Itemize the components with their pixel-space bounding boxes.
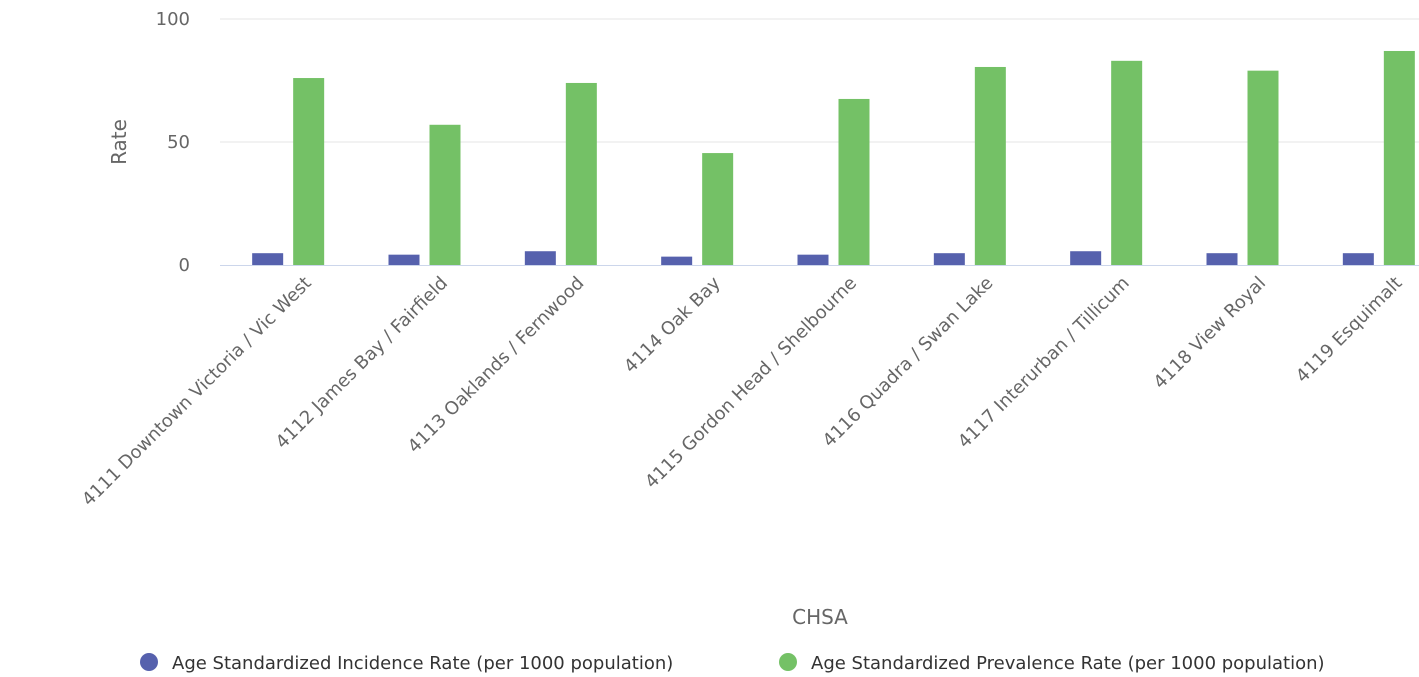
bar-incidence (797, 254, 829, 265)
bar-prevalence (565, 82, 597, 266)
legend: Age Standardized Incidence Rate (per 100… (140, 653, 1325, 674)
bars (252, 50, 1415, 266)
x-category-label: 4119 Esquimalt (1292, 273, 1406, 387)
x-axis-title: CHSA (792, 605, 848, 629)
y-axis-ticks: 0 50 100 (156, 9, 190, 276)
bar-incidence (524, 251, 556, 265)
bar-incidence (388, 254, 420, 265)
bar-prevalence (1247, 70, 1279, 265)
bar-prevalence (293, 78, 325, 265)
bar-incidence (1070, 251, 1102, 265)
y-axis-title: Rate (107, 119, 131, 165)
bar-prevalence (702, 153, 734, 265)
x-category-label: 4114 Oak Bay (620, 272, 725, 377)
legend-item-label[interactable]: Age Standardized Prevalence Rate (per 10… (811, 653, 1325, 674)
x-category-label: 4111 Downtown Victoria / Vic West (78, 273, 316, 511)
legend-item-label[interactable]: Age Standardized Incidence Rate (per 100… (172, 653, 673, 674)
bar-prevalence (974, 66, 1006, 265)
bar-prevalence (838, 98, 870, 265)
bar-incidence (1206, 253, 1238, 265)
bar-incidence (933, 253, 965, 265)
bar-prevalence (1383, 50, 1415, 266)
legend-marker (140, 653, 158, 671)
bar-prevalence (1111, 60, 1143, 265)
bar-incidence (1342, 253, 1374, 265)
bar-incidence (252, 253, 284, 265)
legend-marker (779, 653, 797, 671)
bar-prevalence (429, 124, 461, 265)
y-tick-label: 50 (167, 132, 190, 153)
x-category-label: 4115 Gordon Head / Shelbourne (641, 273, 861, 493)
x-category-label: 4118 View Royal (1150, 273, 1270, 393)
bar-incidence (661, 256, 693, 265)
y-tick-label: 0 (179, 255, 190, 276)
gridlines (220, 18, 1419, 143)
y-tick-label: 100 (156, 9, 190, 30)
